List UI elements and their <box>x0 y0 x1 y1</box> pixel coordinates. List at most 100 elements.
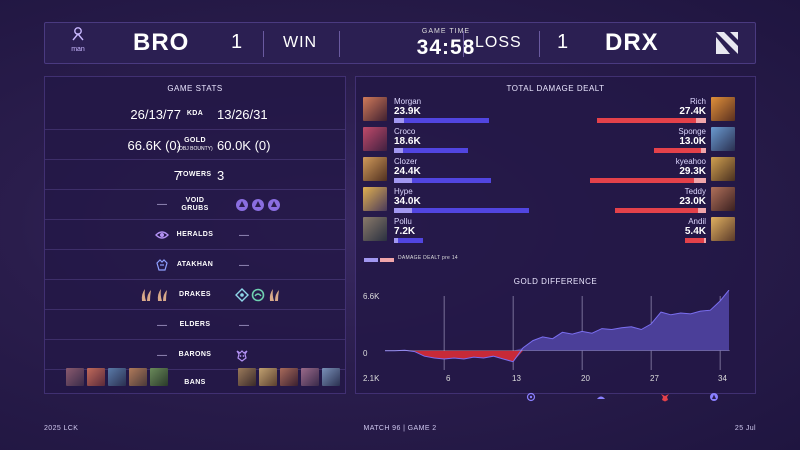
gold-lead-area-blue <box>385 290 730 351</box>
hextech-drake-icon <box>235 288 249 302</box>
right-team-score: 1 <box>557 31 569 53</box>
left-ban-champion <box>87 368 105 386</box>
gold-label: GOLD (OBJ BOUNTY) <box>157 137 233 153</box>
stat-row-kda: 26/13/77 KDA 13/26/31 <box>45 99 345 129</box>
champion-portrait <box>363 187 387 211</box>
player-name: Clozer <box>394 157 418 166</box>
damage-legend: DAMAGE DEALT pre 14 <box>398 255 458 261</box>
right-towers: 3 <box>217 168 225 183</box>
stat-row-atakhan: ATAKHAN — <box>45 249 345 279</box>
right-ban-champion <box>301 368 319 386</box>
damage-bar-left <box>394 208 529 213</box>
damage-bar-left <box>394 118 489 123</box>
player-damage: 18.6K <box>394 136 421 147</box>
gold-sublabel: (OBJ BOUNTY) <box>177 146 213 152</box>
divider <box>263 31 264 57</box>
bro-logo-text: man <box>71 46 85 53</box>
champion-portrait <box>363 157 387 181</box>
bans-label: BANS <box>184 379 206 386</box>
void-label-line2: GRUBS <box>181 205 209 212</box>
damage-bar-left <box>394 148 468 153</box>
atakhan-marker-icon <box>710 393 718 401</box>
damage-pre14-bar-right <box>698 208 706 213</box>
player-damage: 27.4K <box>679 106 706 117</box>
player-name: Sponge <box>678 127 706 136</box>
stat-row-barons: — BARONS <box>45 339 345 369</box>
left-ban-champion <box>108 368 126 386</box>
player-damage: 7.2K <box>394 226 416 237</box>
footer-league: 2025 LCK <box>44 425 79 432</box>
player-damage: 13.0K <box>679 136 706 147</box>
game-stats-title: GAME STATS <box>167 84 223 93</box>
player-damage: 34.0K <box>394 196 421 207</box>
champion-portrait <box>363 217 387 241</box>
champion-portrait <box>711 97 735 121</box>
gold-lead-area-red <box>385 350 730 362</box>
mountain-drake-icon <box>157 289 167 301</box>
gold-difference-title: GOLD DIFFERENCE <box>513 277 598 286</box>
player-damage: 24.4K <box>394 166 421 177</box>
player-name: Rich <box>689 97 706 106</box>
damage-pre14-bar-right <box>700 148 706 153</box>
right-kda: 13/26/31 <box>217 107 268 122</box>
elders-label: ELDERS <box>179 321 211 328</box>
right-gold: 60.0K (0) <box>217 138 271 153</box>
divider <box>339 31 340 57</box>
right-ban-champion <box>322 368 340 386</box>
damage-bar-left <box>394 178 491 183</box>
left-void-grubs: — <box>157 199 167 210</box>
void-label-line1: VOID <box>185 197 205 204</box>
left-team-score: 1 <box>231 31 243 53</box>
void-grub-icon <box>252 199 264 211</box>
damage-pre14-bar-right <box>696 118 706 123</box>
void-grub-icon <box>268 199 280 211</box>
right-team-result: LOSS <box>475 34 522 51</box>
mountain-drake-icon <box>141 289 151 301</box>
damage-bar-right <box>597 118 706 123</box>
left-ban-champion <box>150 368 168 386</box>
champion-portrait <box>711 157 735 181</box>
bro-team-logo: man <box>57 27 99 61</box>
stat-row-gold: 66.6K (0) GOLD (OBJ BOUNTY) 60.0K (0) <box>45 129 345 159</box>
void-grubs-label: VOID GRUBS <box>157 197 233 213</box>
player-name: Morgan <box>394 97 422 106</box>
player-name: Pollu <box>394 217 412 226</box>
herald-icon <box>155 231 169 239</box>
damage-pre14-bar-left <box>394 208 413 213</box>
right-elders: — <box>239 320 249 331</box>
left-barons: — <box>157 350 167 361</box>
drx-team-logo <box>713 29 741 57</box>
game-time-label: GAME TIME <box>421 28 471 35</box>
footer-match: MATCH 96 | GAME 2 <box>363 425 437 432</box>
damage-bar-right <box>589 178 706 183</box>
stat-row-void-grubs: — VOID GRUBS <box>45 189 345 219</box>
right-ban-champion <box>238 368 256 386</box>
left-gold: 66.6K (0) <box>127 138 181 153</box>
right-ban-champion <box>259 368 277 386</box>
towers-label: TOWERS <box>178 171 212 178</box>
game-time: 34:58 <box>416 36 476 59</box>
kda-label: KDA <box>186 110 204 117</box>
x-tick-label: 34 <box>718 374 727 383</box>
baron-marker-icon <box>661 394 669 402</box>
game-stats-panel: GAME STATS 26/13/77 KDA 13/26/31 66.6K (… <box>44 76 346 394</box>
gold-difference-chart <box>385 290 730 370</box>
drakes-label: DRAKES <box>179 291 211 298</box>
left-team-result: WIN <box>283 34 318 51</box>
mountain-drake-icon <box>269 289 279 301</box>
left-kda: 26/13/77 <box>130 107 181 122</box>
left-towers: 7 <box>173 168 181 183</box>
right-team-abbr: DRX <box>605 29 659 56</box>
divider <box>463 31 464 57</box>
heralds-label: HERALDS <box>176 231 214 238</box>
stat-row-bans: BANS <box>45 369 345 395</box>
ocean-drake-icon <box>251 288 265 302</box>
barons-label: BARONS <box>178 351 212 358</box>
damage-pre14-bar-left <box>394 148 403 153</box>
player-damage: 29.3K <box>679 166 706 177</box>
player-name: Croco <box>394 127 416 136</box>
left-team-abbr: BRO <box>133 29 190 56</box>
x-tick-label: 27 <box>650 374 659 383</box>
champion-portrait <box>711 127 735 151</box>
damage-bar-right <box>614 208 706 213</box>
